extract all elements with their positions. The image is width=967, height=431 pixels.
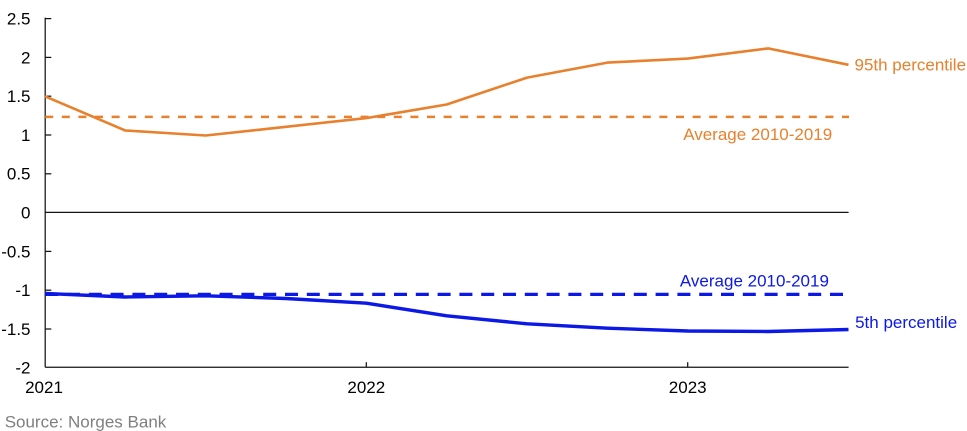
svg-text:2023: 2023: [669, 378, 707, 397]
svg-text:-2: -2: [15, 359, 30, 378]
svg-text:1: 1: [21, 126, 30, 145]
svg-text:Source: Norges Bank: Source: Norges Bank: [5, 413, 167, 431]
svg-text:Average 2010-2019: Average 2010-2019: [683, 125, 832, 144]
svg-text:Average 2010-2019: Average 2010-2019: [680, 271, 829, 290]
svg-text:0: 0: [21, 204, 30, 223]
svg-text:-0.5: -0.5: [1, 242, 30, 261]
svg-text:2.5: 2.5: [7, 10, 31, 29]
svg-text:2021: 2021: [25, 378, 63, 397]
svg-text:0.5: 0.5: [7, 165, 31, 184]
svg-text:-1: -1: [15, 281, 30, 300]
svg-text:-1.5: -1.5: [1, 320, 30, 339]
svg-text:5th percentile: 5th percentile: [855, 313, 957, 332]
svg-text:1.5: 1.5: [7, 87, 31, 106]
svg-text:2022: 2022: [347, 378, 385, 397]
svg-text:95th percentile: 95th percentile: [855, 56, 967, 75]
svg-text:2: 2: [21, 48, 30, 67]
